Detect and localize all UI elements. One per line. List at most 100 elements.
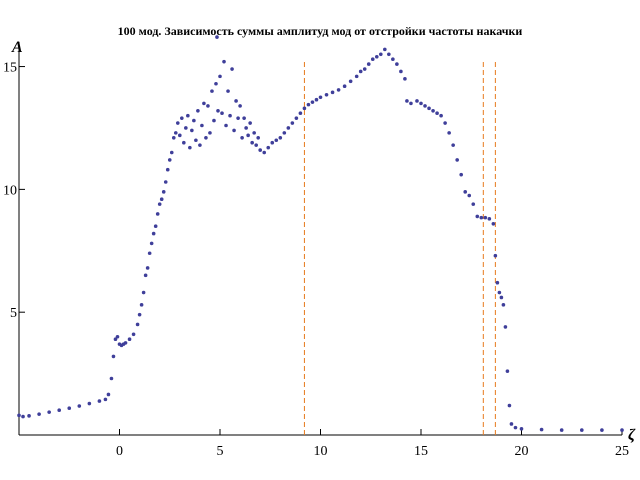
data-point — [248, 121, 252, 125]
data-point — [194, 138, 198, 143]
data-point — [298, 111, 303, 116]
data-point — [310, 100, 315, 104]
data-point — [200, 123, 204, 128]
data-point — [403, 77, 407, 81]
data-point — [370, 57, 375, 61]
data-point — [244, 126, 248, 130]
data-point — [232, 128, 236, 133]
data-point — [171, 135, 176, 140]
data-point — [131, 332, 136, 337]
data-point — [306, 102, 311, 107]
data-point — [256, 135, 260, 140]
data-point — [141, 290, 146, 295]
data-point — [354, 74, 359, 79]
x-tick-label: 10 — [314, 444, 328, 459]
data-point — [111, 354, 116, 359]
data-point — [499, 295, 504, 300]
data-point — [153, 224, 158, 229]
data-point — [234, 99, 238, 103]
y-axis-label: A — [11, 39, 23, 56]
data-point — [165, 167, 170, 172]
data-point — [149, 241, 154, 246]
data-point — [184, 126, 188, 130]
x-tick-label: 25 — [615, 444, 629, 459]
data-point — [109, 376, 114, 381]
data-point — [294, 116, 299, 120]
data-point — [151, 231, 156, 236]
data-point — [258, 148, 263, 152]
data-point — [501, 303, 506, 307]
data-point — [167, 158, 172, 162]
data-point — [173, 131, 178, 135]
data-point — [431, 108, 435, 113]
data-point — [405, 99, 409, 103]
data-point — [47, 410, 51, 414]
data-point — [362, 67, 367, 71]
data-point — [467, 193, 472, 198]
data-point — [282, 131, 287, 135]
data-point — [198, 143, 202, 147]
data-point — [137, 312, 142, 317]
data-point — [419, 101, 423, 106]
data-point — [580, 428, 584, 432]
data-point — [188, 145, 192, 150]
data-point — [161, 190, 166, 194]
data-point — [143, 273, 148, 278]
data-point — [487, 217, 492, 221]
data-point — [97, 399, 102, 403]
data-point — [214, 81, 218, 86]
data-point — [519, 427, 524, 431]
data-point — [182, 140, 186, 145]
data-point — [383, 47, 387, 52]
data-point — [505, 369, 510, 373]
data-point — [17, 413, 21, 418]
y-tick-label: 5 — [10, 306, 17, 321]
data-point — [459, 172, 464, 177]
data-point — [290, 121, 295, 125]
data-point — [415, 99, 419, 103]
data-point — [212, 118, 216, 123]
data-point — [246, 133, 250, 138]
data-point — [254, 143, 258, 147]
data-point — [463, 190, 468, 194]
data-point — [423, 104, 427, 108]
data-point — [228, 113, 232, 118]
data-point — [318, 95, 323, 100]
data-point — [324, 93, 329, 97]
data-point — [358, 69, 363, 74]
data-point — [77, 404, 82, 408]
data-point — [178, 133, 182, 138]
data-point — [374, 54, 379, 59]
data-point — [262, 150, 267, 155]
data-point — [113, 337, 118, 342]
data-point — [208, 131, 212, 135]
data-point — [37, 412, 41, 416]
data-point — [479, 215, 484, 220]
data-point — [302, 106, 307, 111]
data-point — [155, 212, 160, 216]
y-tick-label: 15 — [3, 61, 17, 76]
data-point — [471, 202, 476, 206]
axis-ticks: 0 5 10 15 20 25 5 10 15 — [3, 61, 629, 459]
data-point — [115, 334, 120, 339]
data-point — [495, 280, 500, 285]
data-point — [513, 425, 518, 430]
data-point — [186, 113, 190, 118]
data-point — [236, 116, 240, 120]
data-point — [103, 397, 108, 402]
data-point — [379, 52, 383, 57]
data-point — [204, 135, 208, 140]
data-point — [190, 128, 194, 133]
x-axis-label: ζ — [628, 427, 636, 444]
data-point — [196, 108, 200, 113]
data-point — [503, 325, 508, 329]
data-point — [497, 290, 502, 295]
data-point — [387, 52, 391, 57]
y-tick-label: 10 — [3, 183, 17, 198]
data-point — [210, 89, 214, 93]
chart-title: 100 мод. Зависимость суммы амплитуд мод … — [117, 24, 523, 38]
data-point — [539, 427, 544, 432]
data-point — [435, 111, 439, 116]
data-point — [451, 143, 455, 147]
